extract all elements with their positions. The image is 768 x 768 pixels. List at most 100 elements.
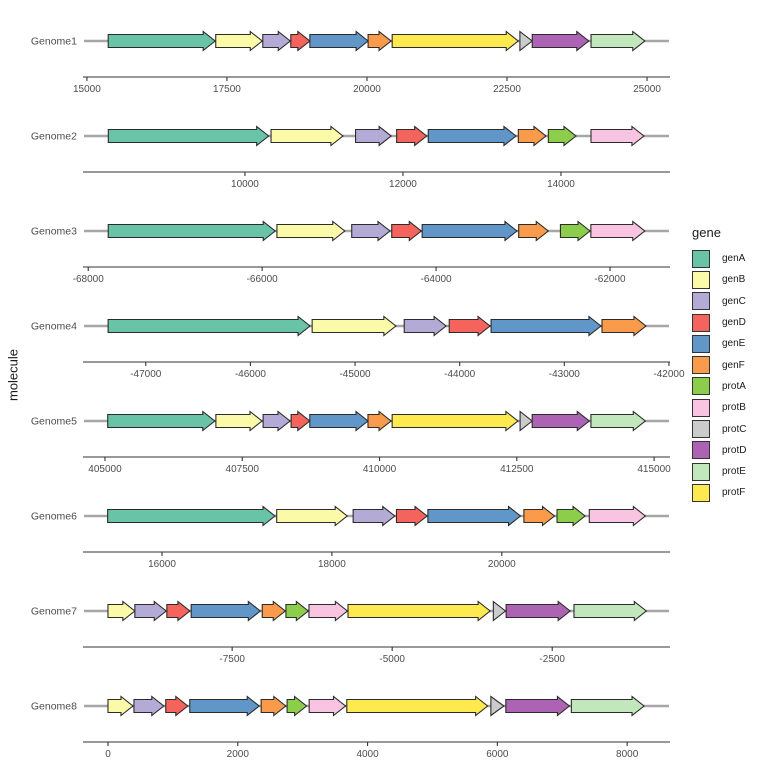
facet-label: Genome2 — [31, 131, 77, 143]
legend-label: protF — [722, 487, 746, 499]
gene-arrow-Genome1-genF — [367, 30, 392, 52]
x-axis-tick-label: -66000 — [247, 274, 279, 285]
x-axis-tick-label: 2000 — [227, 749, 250, 760]
legend-item-genD: genD — [692, 312, 746, 333]
x-axis-tick-label: -62000 — [594, 274, 626, 285]
facet-label: Genome5 — [31, 416, 77, 428]
gene-arrow-Genome8-genE — [189, 695, 261, 717]
legend-label: genF — [722, 359, 745, 371]
gene-arrow-Genome2-protB — [590, 125, 645, 147]
legend-label: protD — [722, 444, 747, 456]
gene-arrow-Genome3-genE — [421, 220, 518, 242]
legend-items: genA genB genC genD genE genF protA protB protC p… — [692, 248, 746, 504]
gene-arrow-Genome7-protD — [505, 600, 572, 622]
gene-arrow-Genome1-genA — [107, 30, 217, 52]
legend-item-protD: protD — [692, 440, 746, 461]
x-axis-tick-label: 14000 — [547, 179, 575, 190]
x-axis-tick-label: 25000 — [633, 84, 661, 95]
gene-arrow-Genome3-protB — [590, 220, 646, 242]
gene-arrow-Genome1-genC — [262, 30, 292, 52]
gene-arrow-Genome1-protD — [531, 30, 590, 52]
legend-item-protB: protB — [692, 397, 746, 418]
gene-arrow-Genome7-genF — [261, 600, 287, 622]
facet-label: Genome4 — [31, 321, 77, 333]
gene-arrow-Genome4-genD — [448, 315, 491, 337]
gene-arrow-Genome7-protC — [492, 600, 507, 622]
legend-key-genE — [692, 334, 710, 353]
legend-label: protB — [722, 402, 746, 414]
facet-Genome8: Genome8 0 2000 4000 6000 8000 — [31, 695, 670, 760]
x-axis-tick-label: -47000 — [130, 369, 162, 380]
x-axis-tick-label: 10000 — [231, 179, 259, 190]
legend-label: protC — [722, 423, 747, 435]
facet-Genome2: Genome2 10000 12000 14000 — [31, 125, 670, 190]
facet-Genome4: Genome4 -47000 -46000 -45000 -44000 -43000 -42… — [31, 315, 685, 380]
legend-key-genC — [692, 292, 710, 311]
legend-label: genA — [722, 253, 746, 265]
legend-item-genA: genA — [692, 248, 746, 269]
gene-arrow-Genome8-protA — [286, 695, 308, 717]
facet-label: Genome3 — [31, 226, 77, 238]
gene-arrow-Genome7-genC — [134, 600, 168, 622]
gene-arrow-Genome2-genF — [517, 125, 547, 147]
legend-key-protC — [692, 420, 710, 439]
legend-key-genA — [692, 249, 710, 268]
facet-Genome1: Genome1 15000 17500 20000 22500 25000 — [31, 30, 670, 95]
x-axis-tick-label: -44000 — [444, 369, 476, 380]
gene-arrow-Genome8-protB — [308, 695, 347, 717]
x-axis-tick-label: 410000 — [363, 464, 397, 475]
gene-arrow-Genome7-protA — [285, 600, 310, 622]
legend-key-genB — [692, 270, 710, 289]
gene-arrow-Genome5-genE — [309, 410, 369, 432]
gene-arrow-Genome2-genB — [270, 125, 344, 147]
x-axis-tick-label: -68000 — [73, 274, 105, 285]
legend-key-genF — [692, 356, 710, 375]
facet-label: Genome6 — [31, 511, 77, 523]
legend-item-protC: protC — [692, 418, 746, 439]
gene-arrow-Genome2-protA — [547, 125, 577, 147]
gene-arrow-Genome7-genD — [166, 600, 191, 622]
gene-arrow-Genome1-protE — [590, 30, 646, 52]
x-axis-tick-label: -46000 — [235, 369, 267, 380]
legend-label: genE — [722, 338, 746, 350]
gene-arrow-Genome3-genA — [107, 220, 277, 242]
gene-arrow-Genome7-genE — [190, 600, 262, 622]
gene-arrow-Genome6-protB — [588, 505, 647, 527]
legend-item-protA: protA — [692, 376, 746, 397]
gene-arrow-Genome2-genD — [396, 125, 428, 147]
gene-arrow-Genome7-protE — [573, 600, 648, 622]
gene-arrow-Genome3-protA — [559, 220, 591, 242]
legend-item-protE: protE — [692, 461, 746, 482]
gene-arrow-Genome6-genC — [352, 505, 396, 527]
gene-arrow-Genome8-protE — [570, 695, 645, 717]
gene-arrow-Genome4-genC — [403, 315, 447, 337]
legend-label: protE — [722, 466, 746, 478]
x-axis-tick-label: 16000 — [148, 559, 176, 570]
gene-arrow-Genome3-genD — [391, 220, 423, 242]
gene-arrow-Genome7-genB — [107, 600, 136, 622]
gene-arrow-Genome1-genB — [215, 30, 264, 52]
gene-arrow-Genome4-genE — [490, 315, 602, 337]
facet-label: Genome1 — [31, 36, 77, 48]
gene-arrow-Genome4-genB — [311, 315, 397, 337]
x-axis-tick-label: 407500 — [226, 464, 260, 475]
facet-Genome5: Genome5 405000 407500 410000 412500 415000 — [31, 410, 671, 475]
x-axis-tick-label: 6000 — [486, 749, 509, 760]
gene-arrow-Genome6-genE — [427, 505, 522, 527]
x-axis-tick-label: -2500 — [539, 654, 565, 665]
legend-key-protF — [692, 483, 710, 502]
facet-Genome3: Genome3 -68000 -66000 -64000 -62000 — [31, 220, 670, 285]
legend-label: genD — [722, 317, 746, 329]
gene-arrow-Genome6-genF — [523, 505, 556, 527]
gene-arrow-Genome8-protD — [505, 695, 571, 717]
x-axis-tick-label: 0 — [105, 749, 111, 760]
legend-label: genC — [722, 295, 746, 307]
facet-label: Genome7 — [31, 606, 77, 618]
gene-arrow-Genome5-protC — [519, 410, 534, 432]
gene-arrow-Genome8-genC — [133, 695, 165, 717]
legend-item-protF: protF — [692, 482, 746, 503]
gene-arrow-Genome2-genA — [107, 125, 270, 147]
x-axis-tick-label: 412500 — [500, 464, 534, 475]
legend-item-genF: genF — [692, 354, 746, 375]
